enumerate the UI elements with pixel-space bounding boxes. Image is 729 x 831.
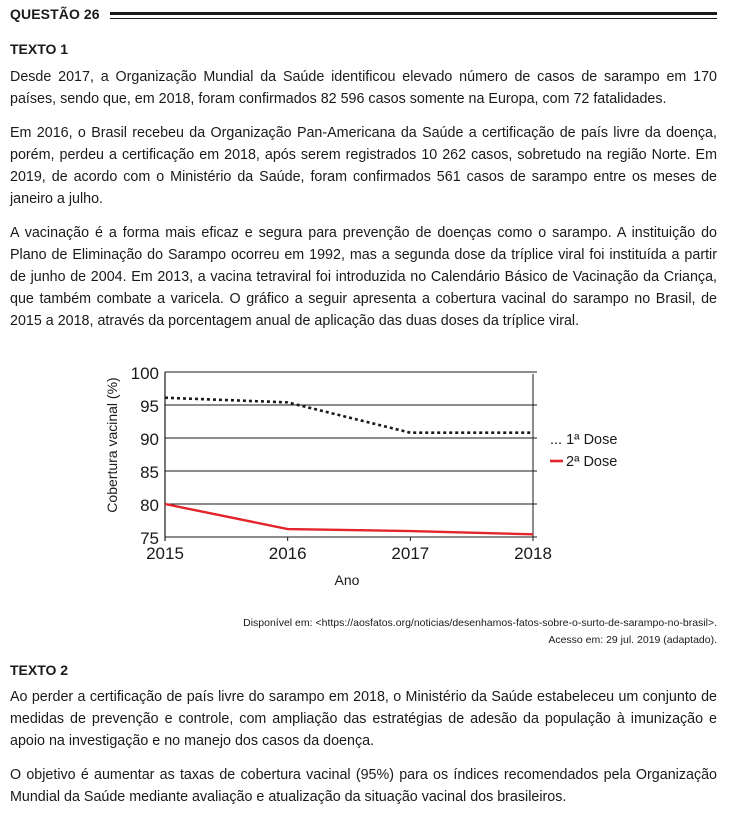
x-tick-label-2018: 2018 bbox=[514, 544, 552, 563]
texto2-paragraph-2: O objetivo é aumentar as taxas de cobert… bbox=[10, 767, 717, 805]
y-tick-label-80: 80 bbox=[140, 496, 159, 515]
x-tick-label-2015: 2015 bbox=[146, 544, 184, 563]
y-tick-label-95: 95 bbox=[140, 397, 159, 416]
legend-entry-2: 2ª Dose bbox=[566, 454, 617, 470]
x-tick-label-2016: 2016 bbox=[269, 544, 307, 563]
texto2-paragraph-1: Ao perder a certificação de país livre d… bbox=[10, 689, 717, 749]
question-header: QUESTÃO 26 bbox=[10, 4, 717, 26]
y-tick-label-85: 85 bbox=[140, 463, 159, 482]
y-tick-label-75: 75 bbox=[140, 529, 159, 548]
y-tick-labels: 75 80 85 90 95 100 bbox=[131, 364, 159, 548]
x-axis-label: Ano bbox=[335, 572, 360, 588]
chart-series bbox=[164, 396, 534, 536]
vaccination-coverage-chart: 75 80 85 90 95 100 2015 2016 2017 2018 Cobertura… bbox=[104, 364, 617, 588]
texto2-heading: TEXTO 2 bbox=[10, 662, 69, 678]
source-line-2: Acesso em: 29 jul. 2019 (adaptado). bbox=[548, 634, 717, 646]
legend-entry-1: ... 1ª Dose bbox=[550, 432, 617, 448]
series-line-1 bbox=[164, 396, 533, 435]
texto1-paragraph-3: A vacinação é a forma mais eficaz e segu… bbox=[10, 225, 717, 329]
texto1-paragraph-1: Desde 2017, a Organização Mundial da Saú… bbox=[10, 69, 717, 107]
y-tick-label-100: 100 bbox=[131, 364, 159, 383]
texto1-paragraph-2: Em 2016, o Brasil recebeu da Organização… bbox=[10, 125, 717, 207]
header-rule bbox=[110, 12, 717, 19]
chart-grid bbox=[164, 371, 537, 541]
y-axis-label: Cobertura vacinal (%) bbox=[104, 377, 120, 512]
x-tick-labels: 2015 2016 2017 2018 bbox=[146, 544, 552, 563]
y-tick-label-90: 90 bbox=[140, 430, 159, 449]
source-line-1: Disponível em: <https://aosfatos.org/not… bbox=[243, 617, 717, 629]
series-line-2 bbox=[164, 502, 534, 536]
x-tick-label-2017: 2017 bbox=[391, 544, 429, 563]
source-citation: Disponível em: <https://aosfatos.org/not… bbox=[10, 615, 717, 649]
texto1-heading: TEXTO 1 bbox=[10, 41, 69, 57]
question-label: QUESTÃO 26 bbox=[10, 6, 100, 22]
chart-legend: ... 1ª Dose 2ª Dose bbox=[550, 432, 617, 470]
